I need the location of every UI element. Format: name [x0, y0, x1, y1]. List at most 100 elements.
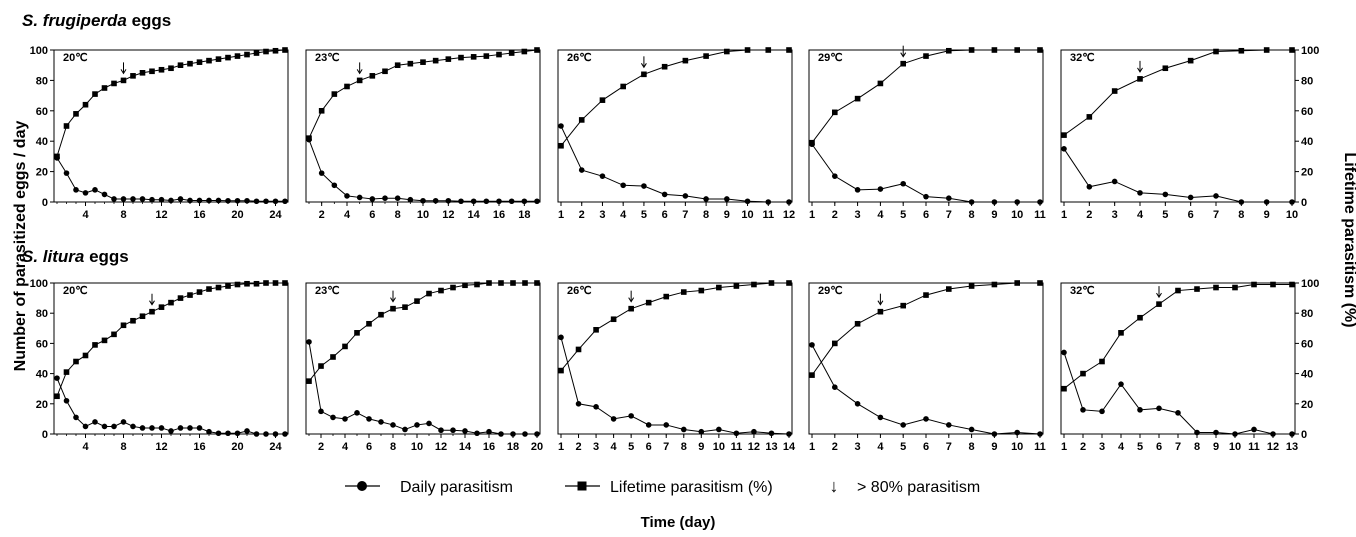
- daily-parasitism-point: [1111, 178, 1118, 185]
- daily-parasitism-point: [1194, 429, 1200, 436]
- daily-parasitism-point: [450, 427, 456, 434]
- lifetime-parasitism-point: [1263, 47, 1270, 53]
- lifetime-parasitism-point: [382, 68, 388, 75]
- lifetime-parasitism-point: [508, 50, 515, 56]
- lifetime-parasitism-point: [1086, 114, 1093, 120]
- x-tick-label: 11: [1034, 209, 1046, 221]
- lifetime-parasitism-point: [253, 280, 260, 287]
- daily-parasitism-point: [158, 425, 165, 431]
- daily-parasitism-point: [1162, 191, 1169, 198]
- daily-parasitism-point: [1037, 199, 1043, 205]
- arrow-80-head-icon: [120, 69, 127, 75]
- y2-tick-label: 100: [1301, 45, 1319, 57]
- daily-parasitism-point: [698, 428, 705, 435]
- y2-tick-label: 60: [1301, 106, 1313, 118]
- daily-parasitism-point: [356, 194, 363, 201]
- y-axis-label-left: Number of parasitized eggs / day: [12, 121, 29, 372]
- daily-parasitism-point: [508, 198, 515, 205]
- daily-parasitism-point: [196, 197, 203, 204]
- lifetime-parasitism-point: [1061, 385, 1067, 392]
- daily-parasitism-point: [1213, 429, 1219, 436]
- x-tick-label: 8: [120, 209, 126, 221]
- daily-parasitism-point: [382, 195, 388, 201]
- x-tick-label: 3: [1112, 209, 1118, 221]
- x-tick-label: 10: [1011, 441, 1023, 453]
- daily-parasitism-point: [946, 195, 952, 201]
- row-title-frugiperda: S. frugiperda eggs: [22, 11, 171, 30]
- daily-parasitism-point: [253, 198, 260, 205]
- panel-frame: [53, 49, 289, 203]
- daily-parasitism-point: [402, 426, 408, 433]
- lifetime-parasitism-point: [111, 80, 117, 87]
- lifetime-parasitism-point: [682, 57, 689, 64]
- x-tick-label: 16: [493, 209, 505, 221]
- x-tick-label: 10: [1011, 209, 1023, 221]
- lifetime-parasitism-point: [809, 139, 815, 146]
- x-tick-label: 6: [662, 209, 668, 221]
- x-tick-label: 4: [82, 441, 89, 453]
- lifetime-parasitism-point: [946, 47, 952, 54]
- daily-parasitism-point: [225, 197, 231, 204]
- lifetime-parasitism-point: [282, 47, 288, 53]
- daily-parasitism-point: [680, 426, 687, 433]
- daily-parasitism-point: [330, 414, 336, 421]
- lifetime-parasitism-point: [923, 292, 929, 298]
- x-tick-label: 20: [231, 209, 243, 221]
- daily-parasitism-point: [438, 427, 444, 434]
- legend-lifetime-label: Lifetime parasitism (%): [610, 479, 773, 496]
- daily-parasitism-point: [366, 416, 372, 422]
- temperature-label: 20℃: [63, 285, 88, 297]
- lifetime-parasitism-point: [1137, 76, 1143, 82]
- daily-parasitism-point: [645, 422, 652, 428]
- temperature-label: 23℃: [315, 285, 340, 297]
- daily-parasitism-point: [420, 197, 426, 204]
- daily-parasitism-point: [215, 430, 222, 437]
- daily-parasitism-point: [510, 431, 516, 437]
- lifetime-parasitism-point: [342, 343, 348, 350]
- daily-parasitism-point: [703, 196, 709, 202]
- lifetime-parasitism-point: [786, 280, 792, 286]
- daily-parasitism-line: [1063, 352, 1292, 435]
- daily-parasitism-point: [1156, 405, 1162, 412]
- daily-parasitism-point: [578, 167, 585, 173]
- lifetime-parasitism-point: [130, 317, 136, 324]
- daily-parasitism-point: [244, 197, 250, 204]
- lifetime-parasitism-point: [744, 47, 751, 53]
- lifetime-parasitism-point: [445, 56, 452, 62]
- lifetime-parasitism-point: [628, 305, 634, 312]
- daily-parasitism-point: [369, 196, 376, 202]
- lifetime-parasitism-point: [263, 48, 269, 55]
- daily-parasitism-point: [432, 197, 439, 204]
- lifetime-parasitism-point: [510, 280, 516, 286]
- arrow-80-head-icon: [900, 52, 907, 58]
- x-tick-label: 10: [1286, 209, 1298, 221]
- lifetime-parasitism-point: [458, 54, 464, 61]
- daily-parasitism-point: [620, 182, 626, 189]
- lifetime-parasitism-point: [1111, 88, 1118, 94]
- lifetime-parasitism-point: [645, 299, 652, 306]
- daily-parasitism-point: [331, 182, 338, 189]
- x-tick-label: 9: [1264, 209, 1270, 221]
- daily-parasitism-point: [483, 198, 490, 205]
- temperature-label: 29℃: [818, 52, 843, 64]
- daily-parasitism-point: [521, 198, 528, 205]
- legend: Daily parasitism Lifetime parasitism (%)…: [345, 476, 980, 496]
- daily-parasitism-point: [923, 193, 929, 200]
- daily-parasitism-point: [111, 423, 117, 430]
- lifetime-parasitism-point: [534, 280, 540, 286]
- daily-parasitism-point: [318, 408, 324, 415]
- y2-tick-label: 20: [1301, 399, 1313, 411]
- x-tick-label: 4: [620, 209, 627, 221]
- lifetime-parasitism-point: [225, 283, 231, 289]
- daily-parasitism-point: [63, 170, 70, 176]
- x-tick-label: 12: [435, 441, 447, 453]
- daily-parasitism-point: [445, 197, 452, 204]
- x-tick-label: 8: [681, 441, 687, 453]
- x-tick-label: 16: [193, 441, 205, 453]
- x-tick-label: 7: [682, 209, 688, 221]
- daily-parasitism-point: [593, 404, 599, 410]
- daily-parasitism-line: [308, 139, 537, 202]
- x-tick-label: 3: [855, 209, 861, 221]
- daily-parasitism-point: [968, 426, 975, 433]
- x-tick-label: 8: [703, 209, 709, 221]
